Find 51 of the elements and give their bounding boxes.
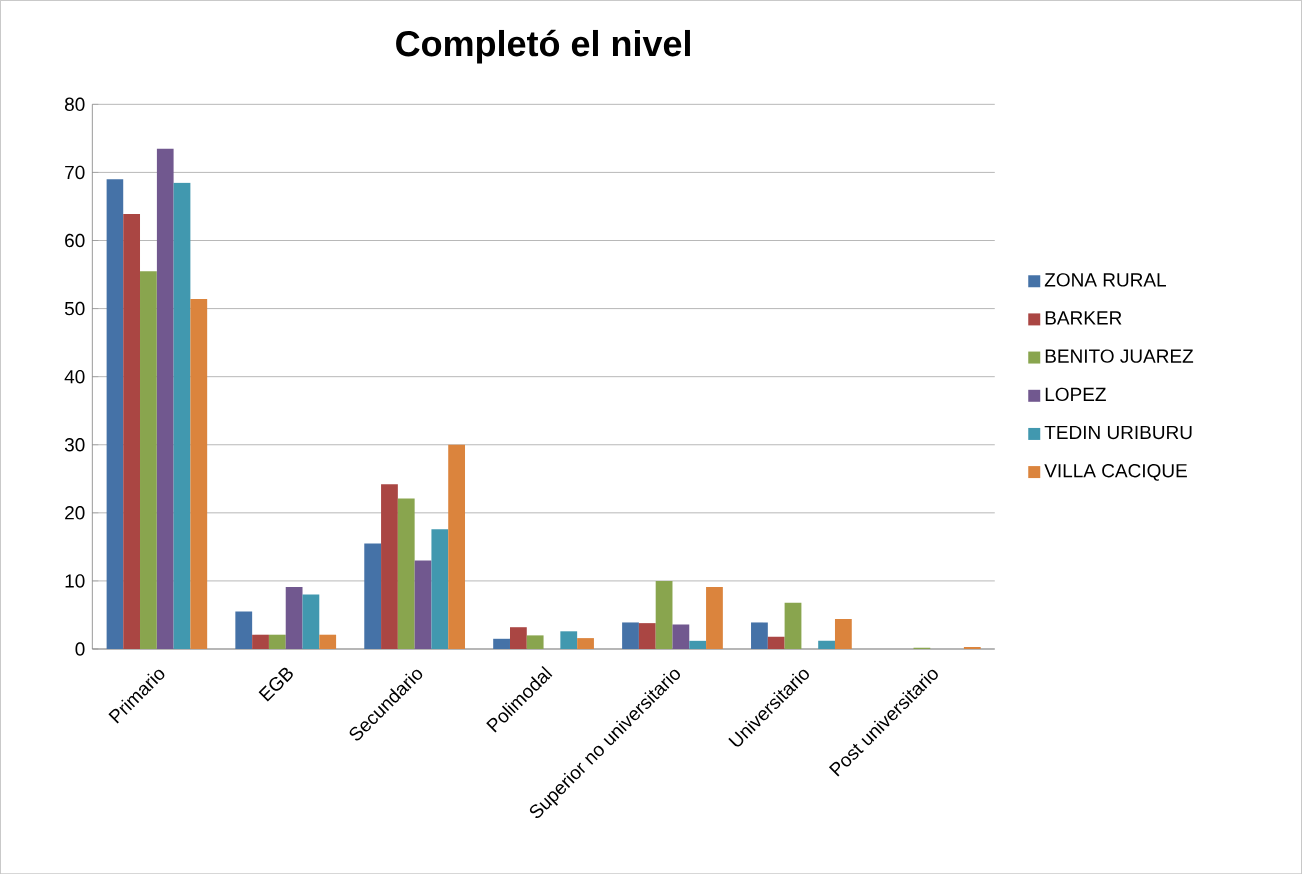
bar [689,640,707,649]
legend-label: BENITO JUAREZ [1045,349,1194,363]
y-tick-label: 60 [65,233,85,248]
bar [622,622,639,649]
bar [302,594,320,649]
bar [560,631,578,649]
bar [285,586,303,649]
bar [767,636,785,649]
bar [818,640,835,649]
bar [397,498,415,649]
bar [268,634,286,649]
bar [751,622,768,649]
y-tick-label: 20 [65,505,85,520]
bar [493,638,510,649]
bar [123,213,141,649]
bar [381,484,398,649]
y-tick-label: 80 [64,97,85,111]
bar [364,543,382,649]
bar [577,637,594,649]
bar [655,580,673,649]
bar [235,611,253,649]
bar [106,179,124,649]
y-tick-label: 70 [65,165,85,180]
bar [190,298,208,649]
bar [834,618,852,649]
bar [963,646,981,649]
bar [414,560,432,649]
y-tick-label: 40 [64,369,85,384]
bar [672,624,690,649]
bar [252,634,269,649]
y-tick-label: 10 [65,574,85,588]
legend-label: ZONA RURAL [1044,273,1166,287]
bar [638,623,656,649]
bar [431,529,449,649]
y-tick-label: 0 [75,642,85,656]
y-tick-label: 30 [64,437,85,452]
legend-label: TEDIN URIBURU [1044,425,1192,440]
legend-label: BARKER [1045,311,1122,325]
bar [509,627,527,649]
legend-label: LOPEZ [1045,387,1106,401]
y-tick-label: 50 [64,301,85,316]
chart-title: Completó el nivel [396,29,690,64]
bar [140,271,157,649]
bar [319,634,337,649]
legend-label: VILLA CACIQUE [1044,463,1187,481]
bar [784,602,802,649]
bar [156,148,174,649]
bar [706,586,723,649]
bar [448,444,466,649]
bar [526,635,544,649]
bar [173,182,191,649]
